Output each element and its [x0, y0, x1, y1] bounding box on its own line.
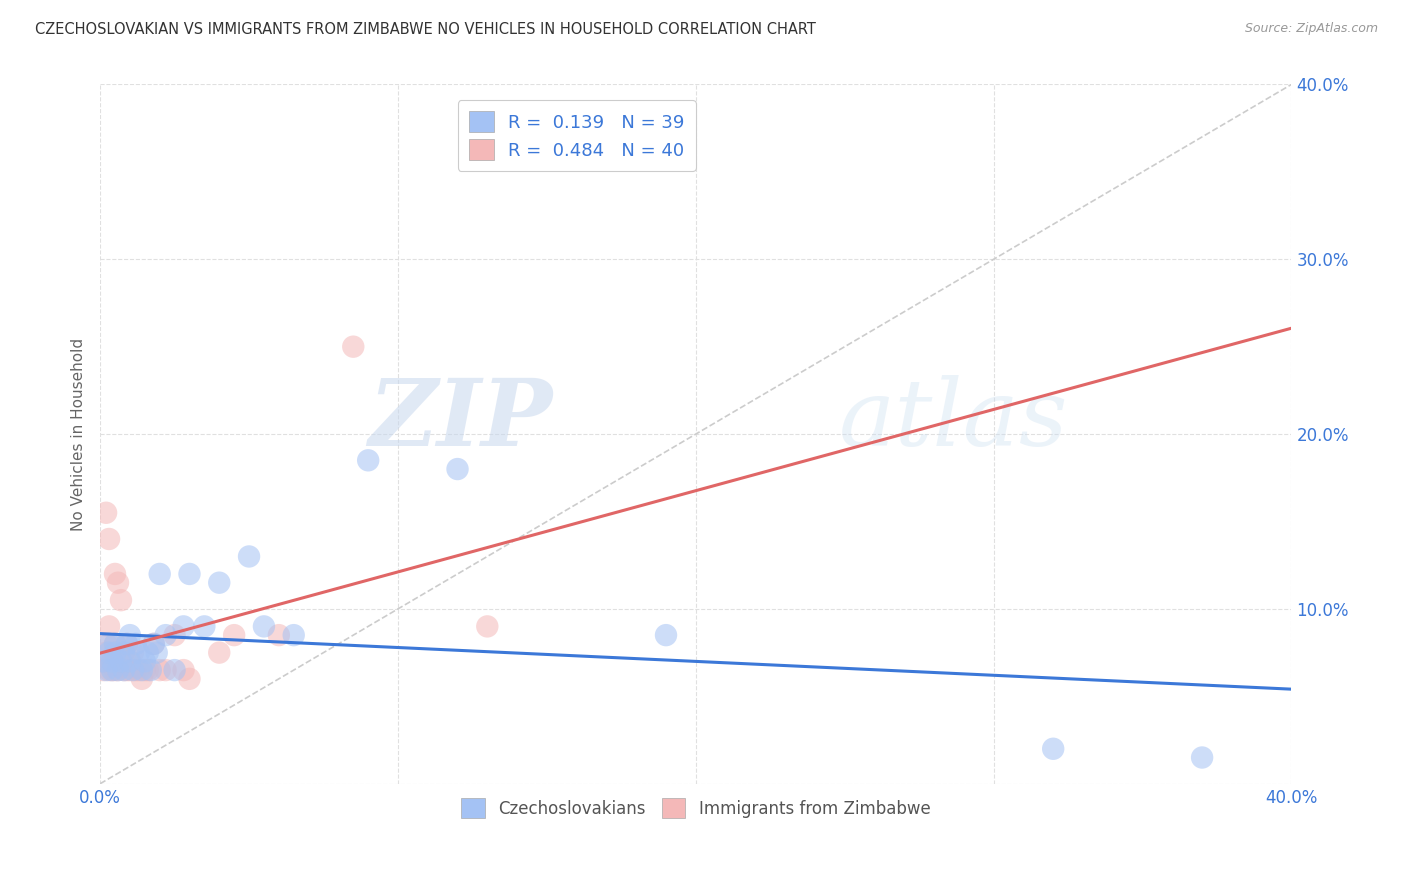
Point	[110, 654, 132, 668]
Point	[125, 663, 148, 677]
Point	[357, 453, 380, 467]
Point	[163, 628, 186, 642]
Point	[342, 340, 364, 354]
Point	[115, 637, 138, 651]
Point	[128, 646, 150, 660]
Point	[104, 566, 127, 581]
Point	[267, 628, 290, 642]
Text: atlas: atlas	[839, 376, 1069, 465]
Point	[104, 637, 127, 651]
Point	[173, 619, 195, 633]
Point	[142, 637, 165, 651]
Point	[149, 663, 172, 677]
Point	[115, 637, 138, 651]
Point	[101, 663, 124, 677]
Point	[134, 663, 156, 677]
Point	[122, 663, 145, 677]
Point	[131, 663, 153, 677]
Point	[94, 646, 117, 660]
Point	[112, 663, 135, 677]
Point	[136, 663, 159, 677]
Point	[107, 663, 129, 677]
Point	[477, 619, 499, 633]
Y-axis label: No Vehicles in Household: No Vehicles in Household	[72, 337, 86, 531]
Point	[91, 654, 114, 668]
Point	[112, 646, 135, 660]
Point	[118, 663, 141, 677]
Text: ZIP: ZIP	[368, 376, 553, 465]
Point	[155, 628, 177, 642]
Point	[115, 663, 138, 677]
Point	[110, 593, 132, 607]
Point	[91, 663, 114, 677]
Point	[283, 628, 305, 642]
Point	[179, 672, 201, 686]
Point	[107, 575, 129, 590]
Point	[98, 646, 121, 660]
Point	[104, 663, 127, 677]
Point	[118, 654, 141, 668]
Point	[104, 646, 127, 660]
Point	[91, 654, 114, 668]
Point	[131, 672, 153, 686]
Point	[112, 663, 135, 677]
Point	[112, 646, 135, 660]
Point	[122, 646, 145, 660]
Point	[446, 462, 468, 476]
Point	[98, 619, 121, 633]
Point	[101, 663, 124, 677]
Point	[224, 628, 246, 642]
Point	[94, 506, 117, 520]
Point	[107, 663, 129, 677]
Point	[139, 663, 162, 677]
Point	[253, 619, 276, 633]
Point	[101, 654, 124, 668]
Text: Source: ZipAtlas.com: Source: ZipAtlas.com	[1244, 22, 1378, 36]
Point	[94, 663, 117, 677]
Point	[104, 637, 127, 651]
Point	[118, 654, 141, 668]
Point	[163, 663, 186, 677]
Point	[1191, 750, 1213, 764]
Point	[179, 566, 201, 581]
Point	[94, 637, 117, 651]
Point	[128, 663, 150, 677]
Text: CZECHOSLOVAKIAN VS IMMIGRANTS FROM ZIMBABWE NO VEHICLES IN HOUSEHOLD CORRELATION: CZECHOSLOVAKIAN VS IMMIGRANTS FROM ZIMBA…	[35, 22, 815, 37]
Point	[173, 663, 195, 677]
Point	[136, 646, 159, 660]
Point	[142, 637, 165, 651]
Legend: Czechoslovakians, Immigrants from Zimbabwe: Czechoslovakians, Immigrants from Zimbab…	[454, 792, 936, 824]
Point	[98, 663, 121, 677]
Point	[110, 654, 132, 668]
Point	[208, 646, 231, 660]
Point	[149, 566, 172, 581]
Point	[145, 646, 167, 660]
Point	[155, 663, 177, 677]
Point	[193, 619, 215, 633]
Point	[118, 628, 141, 642]
Point	[238, 549, 260, 564]
Point	[125, 637, 148, 651]
Point	[134, 654, 156, 668]
Point	[98, 532, 121, 546]
Point	[1042, 741, 1064, 756]
Point	[208, 575, 231, 590]
Point	[98, 637, 121, 651]
Point	[101, 654, 124, 668]
Point	[655, 628, 678, 642]
